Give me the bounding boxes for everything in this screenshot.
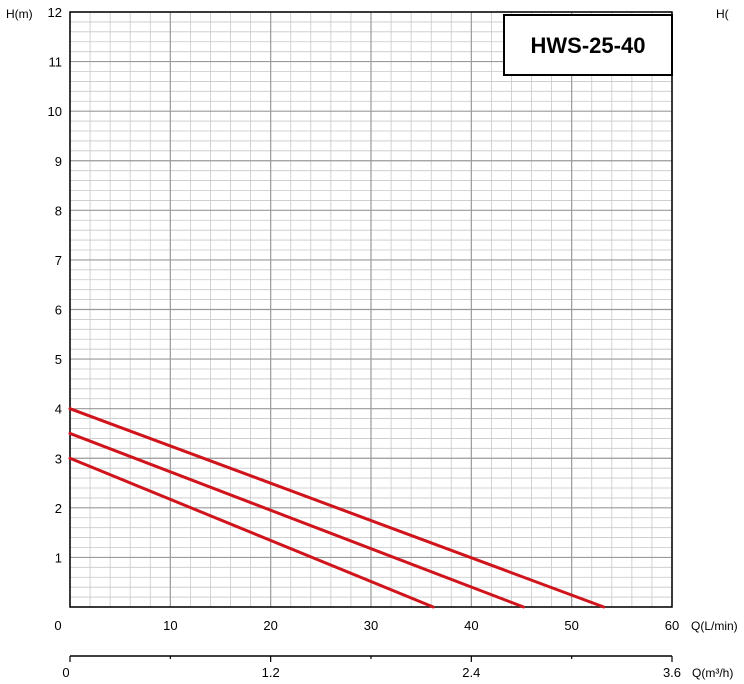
plot-frame: [69, 11, 673, 608]
x-tick-label: 20: [263, 618, 277, 633]
x-tick-label: 10: [163, 618, 177, 633]
y-tick-label: 8: [55, 203, 62, 218]
x-tick-label: 60: [665, 618, 679, 633]
x-tick-label: 40: [464, 618, 478, 633]
y-tick-label: 11: [49, 55, 63, 70]
x-tick-label: 50: [564, 618, 578, 633]
secondary-x-axis: 0 1.2 2.4 3.6: [62, 655, 681, 680]
title-box: [503, 14, 673, 76]
y-tick-label: 1: [55, 550, 62, 565]
y-tick-label: 4: [55, 402, 62, 417]
y-tick-label: 9: [55, 154, 62, 169]
y-axis-label: H(m): [6, 7, 33, 21]
cutoff-y-label: H(: [716, 7, 729, 21]
series-line: [68, 431, 526, 609]
x-ticks: 0 10 20 30 40 50 60: [54, 618, 679, 633]
y-tick-label: 10: [48, 104, 62, 119]
x-tick-label: 30: [364, 618, 378, 633]
series-line: [68, 456, 435, 609]
x2-tick-label: 2.4: [462, 665, 480, 680]
x-tick-label: 0: [54, 618, 61, 633]
x2-tick-label: 0: [62, 665, 69, 680]
title-badge: HWS-25-40: [503, 14, 673, 76]
y-tick-label: 3: [55, 451, 62, 466]
x2-tick-label: 1.2: [262, 665, 280, 680]
y-tick-label: 2: [55, 501, 62, 516]
y-tick-label: 12: [48, 5, 62, 20]
y-tick-label: 7: [55, 253, 62, 268]
x2-axis-label: Q(m³/h): [692, 666, 733, 680]
x-axis-label: Q(L/min): [691, 619, 738, 633]
x2-tick-label: 3.6: [663, 665, 681, 680]
chart-title: HWS-25-40: [531, 33, 646, 58]
series-line: [68, 407, 606, 609]
y-tick-label: 6: [55, 303, 62, 318]
y-tick-label: 5: [55, 352, 62, 367]
series-layer: [68, 407, 606, 609]
